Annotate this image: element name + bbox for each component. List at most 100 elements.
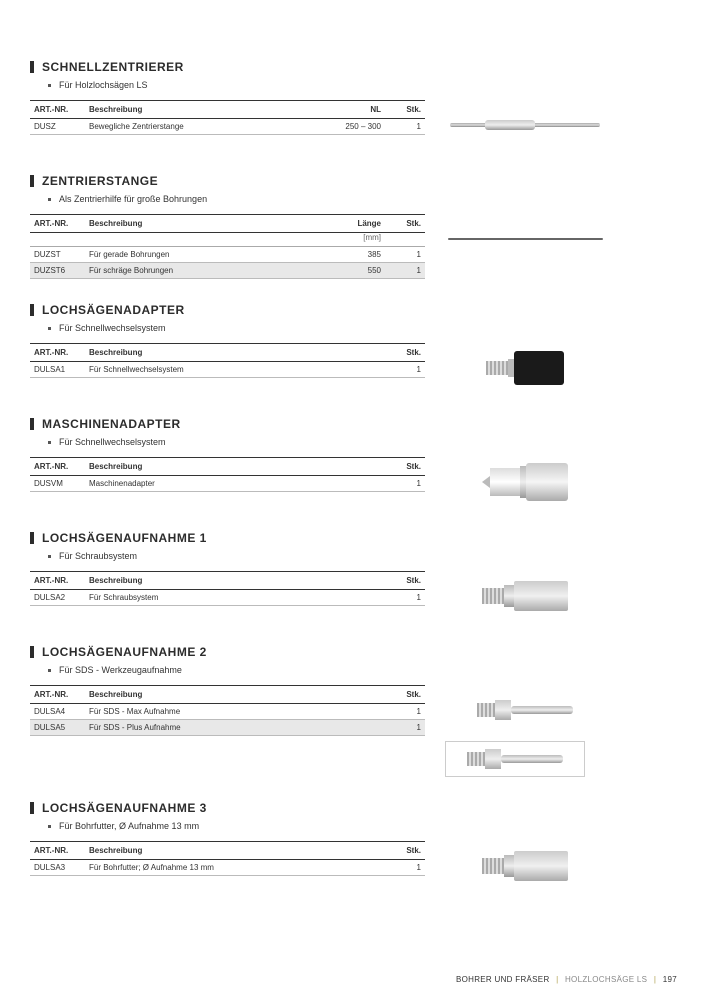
table-cell: Bewegliche Zentrierstange (85, 119, 325, 135)
table-subheader (30, 233, 85, 247)
table-row: DULSA3Für Bohrfutter; Ø Aufnahme 13 mm1 (30, 860, 425, 876)
heading-bar-icon (30, 802, 34, 814)
product-table-wrap: ART.-NR.BeschreibungStk.DULSA4Für SDS - … (30, 685, 425, 736)
section-subtitle: Als Zentrierhilfe für große Bohrungen (59, 194, 207, 204)
section-heading: LOCHSÄGENADAPTER (30, 303, 677, 317)
product-image-column (445, 343, 605, 393)
bullet-icon (48, 441, 51, 444)
table-cell: 385 (325, 247, 385, 263)
catalog-section: SCHNELLZENTRIERER Für Holzlochsägen LS ART… (30, 60, 677, 150)
table-row: DULSA1Für Schnellwechselsystem1 (30, 362, 425, 378)
section-content: ART.-NR.BeschreibungStk.DUSVMMaschinenad… (30, 457, 677, 507)
product-table-wrap: ART.-NR.BeschreibungNLStk.DUSZBewegliche… (30, 100, 425, 135)
product-image (445, 841, 605, 891)
section-title: LOCHSÄGENAUFNAHME 1 (42, 531, 207, 545)
heading-bar-icon (30, 304, 34, 316)
bullet-icon (48, 669, 51, 672)
table-header: Stk. (385, 842, 425, 860)
catalog-section: LOCHSÄGENADAPTER Für Schnellwechselsystem… (30, 303, 677, 393)
heading-bar-icon (30, 646, 34, 658)
heading-bar-icon (30, 61, 34, 73)
section-heading: MASCHINENADAPTER (30, 417, 677, 431)
table-header: Beschreibung (85, 572, 385, 590)
product-table: ART.-NR.BeschreibungStk.DUSVMMaschinenad… (30, 457, 425, 492)
section-subtitle-line: Für Bohrfutter, Ø Aufnahme 13 mm (48, 821, 677, 831)
product-image-column (445, 214, 605, 264)
table-header: ART.-NR. (30, 344, 85, 362)
table-header: Stk. (385, 458, 425, 476)
bullet-icon (48, 327, 51, 330)
table-cell: Für Schnellwechselsystem (85, 362, 385, 378)
section-content: ART.-NR.BeschreibungStk.DULSA1Für Schnel… (30, 343, 677, 393)
product-image (445, 741, 585, 777)
product-table: ART.-NR.BeschreibungStk.DULSA1Für Schnel… (30, 343, 425, 378)
table-cell: 1 (385, 590, 425, 606)
table-cell: DUZST (30, 247, 85, 263)
table-cell: 1 (385, 860, 425, 876)
table-cell: Für Schraubsystem (85, 590, 385, 606)
bullet-icon (48, 825, 51, 828)
bullet-icon (48, 198, 51, 201)
section-title: MASCHINENADAPTER (42, 417, 181, 431)
section-content: ART.-NR.BeschreibungStk.DULSA3Für Bohrfu… (30, 841, 677, 891)
product-image-column (445, 100, 605, 150)
product-image-column (445, 841, 605, 891)
footer-page-number: 197 (663, 975, 677, 984)
table-cell: 1 (385, 247, 425, 263)
table-header: ART.-NR. (30, 215, 85, 233)
table-header: Beschreibung (85, 686, 385, 704)
table-header: Stk. (385, 344, 425, 362)
product-table: ART.-NR.BeschreibungStk.DULSA3Für Bohrfu… (30, 841, 425, 876)
section-title: LOCHSÄGENAUFNAHME 3 (42, 801, 207, 815)
section-subtitle-line: Für Schnellwechselsystem (48, 437, 677, 447)
section-content: ART.-NR.BeschreibungNLStk.DUSZBewegliche… (30, 100, 677, 150)
product-image (445, 343, 605, 393)
table-header: ART.-NR. (30, 101, 85, 119)
product-image (445, 457, 605, 507)
table-header: ART.-NR. (30, 686, 85, 704)
heading-bar-icon (30, 532, 34, 544)
product-table: ART.-NR.BeschreibungStk.DULSA4Für SDS - … (30, 685, 425, 736)
catalog-section: LOCHSÄGENAUFNAHME 3 Für Bohrfutter, Ø Auf… (30, 801, 677, 891)
table-cell: 1 (385, 476, 425, 492)
table-header: Beschreibung (85, 458, 385, 476)
table-row: DUZST6Für schräge Bohrungen5501 (30, 263, 425, 279)
section-subtitle: Für Bohrfutter, Ø Aufnahme 13 mm (59, 821, 199, 831)
catalog-section: LOCHSÄGENAUFNAHME 2Für SDS - Werkzeugauf… (30, 645, 677, 777)
table-cell: Für SDS - Plus Aufnahme (85, 720, 385, 736)
product-table-wrap: ART.-NR.BeschreibungStk.DULSA3Für Bohrfu… (30, 841, 425, 876)
footer-subcategory: HOLZLOCHSÄGE LS (565, 975, 647, 984)
table-row: DUZSTFür gerade Bohrungen3851 (30, 247, 425, 263)
section-heading: LOCHSÄGENAUFNAHME 1 (30, 531, 677, 545)
section-subtitle: Für Schnellwechselsystem (59, 437, 166, 447)
footer-separator: | (654, 975, 656, 984)
table-cell: DUSZ (30, 119, 85, 135)
section-title: SCHNELLZENTRIERER (42, 60, 184, 74)
table-row: DULSA2Für Schraubsystem1 (30, 590, 425, 606)
section-subtitle: Für Schraubsystem (59, 551, 137, 561)
product-image-column (445, 571, 605, 621)
product-table: ART.-NR.BeschreibungLängeStk.[mm]DUZSTFü… (30, 214, 425, 279)
table-cell: DULSA1 (30, 362, 85, 378)
table-header: ART.-NR. (30, 842, 85, 860)
table-row: DULSA4Für SDS - Max Aufnahme1 (30, 704, 425, 720)
table-cell: 1 (385, 119, 425, 135)
section-heading: ZENTRIERSTANGE (30, 174, 677, 188)
table-cell: Für gerade Bohrungen (85, 247, 325, 263)
catalog-page: SCHNELLZENTRIERER Für Holzlochsägen LS ART… (30, 60, 677, 891)
section-subtitle: Für Holzlochsägen LS (59, 80, 148, 90)
product-table-wrap: ART.-NR.BeschreibungLängeStk.[mm]DUZSTFü… (30, 214, 425, 279)
table-cell: 1 (385, 263, 425, 279)
section-subtitle: Für SDS - Werkzeugaufnahme (59, 665, 182, 675)
bullet-icon (48, 555, 51, 558)
table-row: DUSZBewegliche Zentrierstange250 – 3001 (30, 119, 425, 135)
product-image-column (445, 457, 605, 507)
section-subtitle-line: Für Schnellwechselsystem (48, 323, 677, 333)
page-footer: BOHRER UND FRÄSER | HOLZLOCHSÄGE LS | 19… (456, 975, 677, 984)
table-cell: Für SDS - Max Aufnahme (85, 704, 385, 720)
section-title: ZENTRIERSTANGE (42, 174, 158, 188)
section-subtitle-line: Für SDS - Werkzeugaufnahme (48, 665, 677, 675)
product-table: ART.-NR.BeschreibungNLStk.DUSZBewegliche… (30, 100, 425, 135)
table-cell: DULSA5 (30, 720, 85, 736)
table-cell: Für schräge Bohrungen (85, 263, 325, 279)
